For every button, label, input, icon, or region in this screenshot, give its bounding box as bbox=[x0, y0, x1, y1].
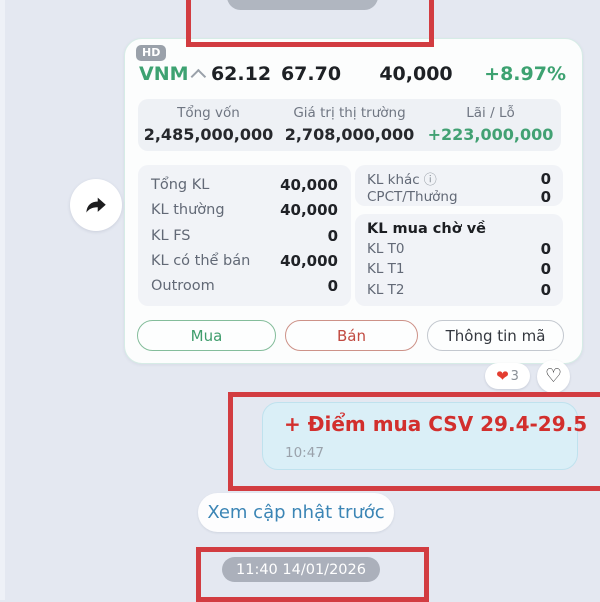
share-arrow-icon bbox=[86, 197, 106, 213]
hd-badge: HD bbox=[136, 45, 167, 61]
summary-label: Lãi / Lỗ bbox=[466, 104, 515, 121]
row-label: Tổng KL bbox=[151, 177, 210, 193]
row-value: 40,000 bbox=[280, 251, 338, 270]
sell-button[interactable]: Bán bbox=[285, 320, 418, 351]
heart-icon: ❤ bbox=[496, 366, 509, 385]
row-label: CPCT/Thưởng bbox=[367, 189, 458, 205]
pending-panel-title: KL mua chờ về bbox=[367, 221, 487, 237]
message-time: 10:47 bbox=[285, 445, 324, 461]
cropped-timestamp-pill bbox=[227, 0, 378, 10]
buy-button[interactable]: Mua bbox=[137, 320, 276, 351]
ticker-symbol-label: VNM bbox=[139, 63, 189, 85]
summary-col-profit-loss: Lãi / Lỗ +223,000,000 bbox=[420, 103, 561, 147]
row-label: Outroom bbox=[151, 278, 215, 294]
message-bubble[interactable]: + Điểm mua CSV 29.4-29.5 10:47 bbox=[262, 402, 587, 470]
change-percent-value: +8.97% bbox=[484, 63, 566, 85]
card-button-row: Mua Bán Thông tin mã bbox=[125, 320, 582, 351]
holdings-row: KL thường 40,000 bbox=[151, 201, 338, 219]
heart-outline-icon: ♡ bbox=[544, 365, 563, 387]
summary-label: Giá trị thị trường bbox=[293, 104, 406, 121]
summary-value: 2,485,000,000 bbox=[143, 125, 274, 145]
pending-buy-panel: KL mua chờ về KL T0 0 KL T1 0 KL T2 0 bbox=[355, 214, 563, 306]
screen-edge-strip bbox=[0, 0, 5, 600]
info-icon[interactable]: ⓘ bbox=[423, 173, 437, 188]
row-label: KL khác ⓘ bbox=[367, 172, 437, 188]
summary-value-profit: +223,000,000 bbox=[427, 125, 554, 145]
other-volume-panel: KL khác ⓘ 0 CPCT/Thưởng 0 bbox=[355, 165, 563, 206]
reaction-count: 3 bbox=[510, 368, 519, 384]
holdings-row: Outroom 0 bbox=[151, 277, 338, 295]
row-label: KL thường bbox=[151, 202, 225, 219]
message-text: + Điểm mua CSV 29.4-29.5 bbox=[284, 412, 588, 436]
row-value: 0 bbox=[540, 188, 551, 206]
holdings-row: KL có thể bán 40,000 bbox=[151, 252, 338, 270]
pending-row: KL T0 0 bbox=[367, 240, 551, 258]
row-label: KL FS bbox=[151, 227, 191, 244]
market-price-value: 67.70 bbox=[280, 63, 342, 85]
row-label: KL T1 bbox=[367, 261, 405, 278]
row-value: 0 bbox=[540, 280, 551, 299]
holdings-panel: Tổng KL 40,000 KL thường 40,000 KL FS 0 … bbox=[138, 165, 351, 306]
portfolio-card: HD VNM 62.12 67.70 40,000 +8.97% Tổng vố… bbox=[124, 38, 583, 364]
forward-button[interactable] bbox=[70, 179, 122, 231]
row-value: 0 bbox=[540, 169, 551, 188]
add-reaction-button[interactable]: ♡ bbox=[537, 360, 570, 393]
holdings-row: Tổng KL 40,000 bbox=[151, 176, 338, 194]
symbol-info-button[interactable]: Thông tin mã bbox=[427, 320, 564, 351]
summary-bar: Tổng vốn 2,485,000,000 Giá trị thị trườn… bbox=[138, 99, 561, 151]
row-label: KL T0 bbox=[367, 240, 405, 257]
ticker-symbol[interactable]: VNM bbox=[139, 63, 206, 85]
row-value: 40,000 bbox=[280, 201, 338, 220]
reaction-count-pill[interactable]: ❤ 3 bbox=[485, 363, 530, 389]
pending-row: KL T2 0 bbox=[367, 281, 551, 299]
volume-value: 40,000 bbox=[379, 63, 453, 85]
other-row: CPCT/Thưởng 0 bbox=[367, 188, 551, 206]
row-value: 0 bbox=[540, 260, 551, 279]
row-label: KL có thể bán bbox=[151, 252, 251, 269]
avg-price-value: 62.12 bbox=[210, 63, 272, 85]
summary-col-market-value: Giá trị thị trường 2,708,000,000 bbox=[279, 103, 420, 147]
summary-col-total-capital: Tổng vốn 2,485,000,000 bbox=[138, 103, 279, 147]
row-value: 0 bbox=[540, 239, 551, 258]
view-previous-updates-button[interactable]: Xem cập nhật trước bbox=[198, 493, 394, 532]
holdings-row: KL FS 0 bbox=[151, 227, 338, 245]
row-value: 0 bbox=[327, 277, 338, 295]
other-row: KL khác ⓘ 0 bbox=[367, 169, 551, 189]
summary-label: Tổng vốn bbox=[177, 104, 240, 121]
date-timestamp-pill: 11:40 14/01/2026 bbox=[222, 557, 380, 582]
ticker-header-row: VNM 62.12 67.70 40,000 +8.97% bbox=[125, 63, 582, 91]
row-value: 40,000 bbox=[280, 176, 338, 194]
pending-row: KL T1 0 bbox=[367, 260, 551, 278]
row-label: KL T2 bbox=[367, 281, 405, 298]
summary-value: 2,708,000,000 bbox=[284, 125, 415, 145]
row-value: 0 bbox=[327, 226, 338, 245]
